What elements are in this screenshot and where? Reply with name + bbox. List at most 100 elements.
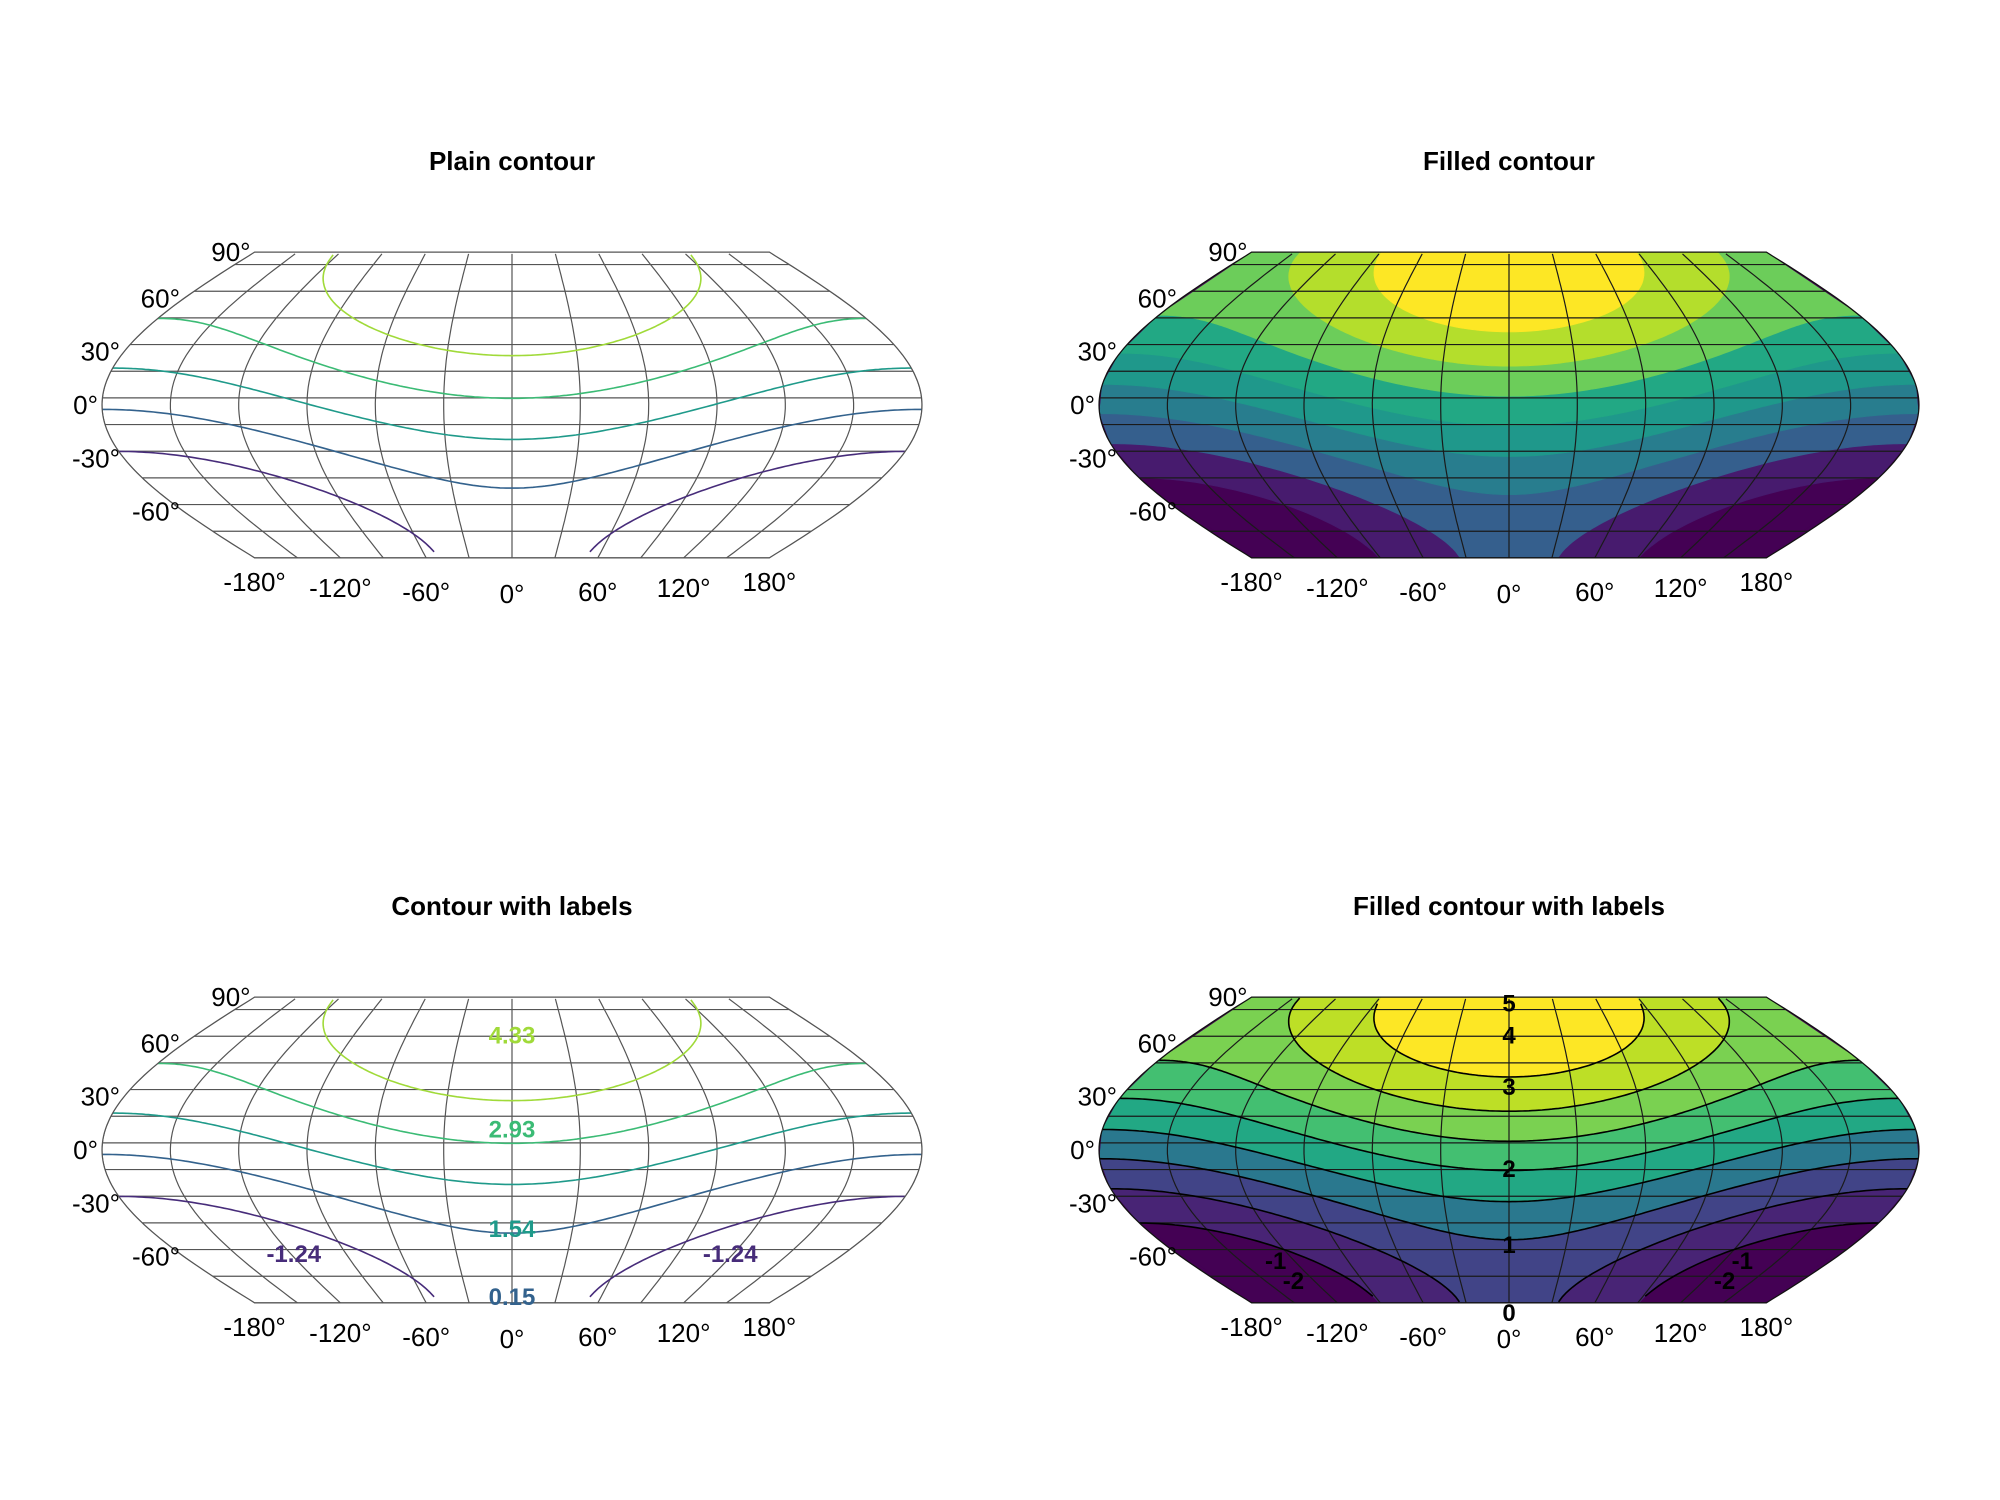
lat-tick-label: -60° — [132, 1242, 180, 1272]
meridian-line — [1551, 253, 1578, 558]
meridian-line — [640, 253, 718, 558]
lon-tick-label: 180° — [1740, 1312, 1794, 1342]
lon-tick-label: 180° — [743, 1312, 797, 1342]
meridian-line — [1235, 998, 1338, 1303]
meridian-line — [238, 253, 341, 558]
meridian-line — [1680, 998, 1783, 1303]
lon-tick-label: -180° — [223, 567, 285, 597]
meridian-line — [443, 253, 470, 558]
meridian-line — [1371, 998, 1424, 1303]
panel-2: Filled contour 90° 60° 30° 0° -30° -60° -180° -1… — [1069, 146, 1920, 609]
meridian-line — [1723, 253, 1852, 558]
lon-tick-label: 0° — [500, 579, 525, 609]
meridian-line — [374, 998, 427, 1303]
contour-line — [1287, 997, 1731, 1112]
map-body — [102, 998, 922, 1303]
contour-line — [157, 317, 867, 400]
lon-tick-label: -120° — [309, 1318, 371, 1348]
lon-tick-label: -120° — [309, 573, 371, 603]
lat-tick-label: 30° — [1078, 1082, 1117, 1112]
lon-tick-label: 0° — [500, 1324, 525, 1354]
lat-tick-label: -60° — [1129, 1242, 1177, 1272]
contour-line — [1119, 1097, 1899, 1172]
meridian-line — [306, 253, 384, 558]
contour-label: 2 — [1502, 1156, 1515, 1183]
contour-label: -1 — [1265, 1248, 1286, 1275]
meridian-line — [683, 998, 786, 1303]
lat-tick-label: -30° — [72, 443, 120, 473]
lat-tick-label: -60° — [1129, 497, 1177, 527]
lat-tick-label: 30° — [1078, 337, 1117, 367]
meridian-line — [726, 998, 855, 1303]
lon-tick-label: -60° — [1399, 577, 1447, 607]
lat-tick-label: 60° — [141, 283, 180, 313]
lat-tick-label: 90° — [1208, 237, 1247, 267]
meridian-line — [1680, 253, 1783, 558]
meridian-line — [597, 998, 650, 1303]
contour-label: 0 — [1502, 1300, 1515, 1327]
lon-tick-label: -60° — [402, 1322, 450, 1352]
lat-tick-label: 60° — [1138, 283, 1177, 313]
panel-title: Filled contour — [1423, 146, 1595, 176]
meridian-line — [1551, 998, 1578, 1303]
meridian-line — [554, 253, 581, 558]
meridian-line — [306, 998, 384, 1303]
lon-tick-label: 180° — [1740, 567, 1794, 597]
meridian-line — [1440, 998, 1467, 1303]
contour-line — [118, 1195, 906, 1298]
contour-line — [1110, 1188, 1908, 1303]
contour-line — [1102, 1128, 1916, 1203]
lon-tick-label: -180° — [1220, 1312, 1282, 1342]
meridian-line — [726, 253, 855, 558]
graticule — [102, 253, 922, 558]
lat-tick-label: 90° — [211, 982, 250, 1012]
contour-label: -2 — [1714, 1268, 1735, 1295]
lon-tick-label: 180° — [743, 567, 797, 597]
contour-label: 3 — [1502, 1074, 1515, 1101]
meridian-line — [169, 998, 298, 1303]
meridian-line — [238, 998, 341, 1303]
meridian-line — [1303, 253, 1381, 558]
contour-band — [1138, 477, 1880, 558]
contour-label: 5 — [1502, 990, 1515, 1017]
lon-tick-label: -60° — [1399, 1322, 1447, 1352]
map-outline — [101, 996, 923, 1304]
lon-tick-label: 60° — [1575, 1322, 1614, 1352]
map-outline — [1098, 251, 1920, 559]
contour-line — [322, 254, 702, 357]
lat-tick-label: 0° — [1070, 390, 1095, 420]
panel-title: Contour with labels — [391, 891, 632, 921]
contour-label: -1.24 — [266, 1241, 321, 1268]
meridian-line — [443, 998, 470, 1303]
lon-tick-label: 120° — [1654, 1318, 1708, 1348]
lat-tick-label: 60° — [141, 1028, 180, 1058]
lon-tick-label: 60° — [578, 1322, 617, 1352]
meridian-line — [1166, 253, 1295, 558]
contour-line — [1099, 1157, 1919, 1241]
lat-tick-label: 90° — [1208, 982, 1247, 1012]
meridian-line — [1594, 998, 1647, 1303]
lat-tick-label: -30° — [1069, 443, 1117, 473]
contour-label: -1.24 — [703, 1241, 758, 1268]
lat-tick-label: 0° — [73, 1135, 98, 1165]
lon-tick-label: -180° — [223, 1312, 285, 1342]
contour-label: -1 — [1732, 1248, 1753, 1275]
contour-line — [1158, 1059, 1860, 1143]
meridian-line — [640, 998, 718, 1303]
map-outline — [1098, 996, 1920, 1304]
lat-tick-label: -60° — [132, 497, 180, 527]
lat-tick-label: 60° — [1138, 1028, 1177, 1058]
meridian-line — [1371, 253, 1424, 558]
meridian-line — [1303, 998, 1381, 1303]
meridian-line — [1440, 253, 1467, 558]
contour-line — [102, 1153, 922, 1234]
contour-label: 2.93 — [489, 1117, 536, 1144]
contour-line — [112, 367, 912, 441]
contour-label: 4.33 — [489, 1022, 536, 1049]
contour-line — [157, 1062, 867, 1145]
contour-line — [322, 999, 702, 1102]
lon-tick-label: 0° — [1497, 1324, 1522, 1354]
contour-label: 0.15 — [489, 1284, 536, 1311]
